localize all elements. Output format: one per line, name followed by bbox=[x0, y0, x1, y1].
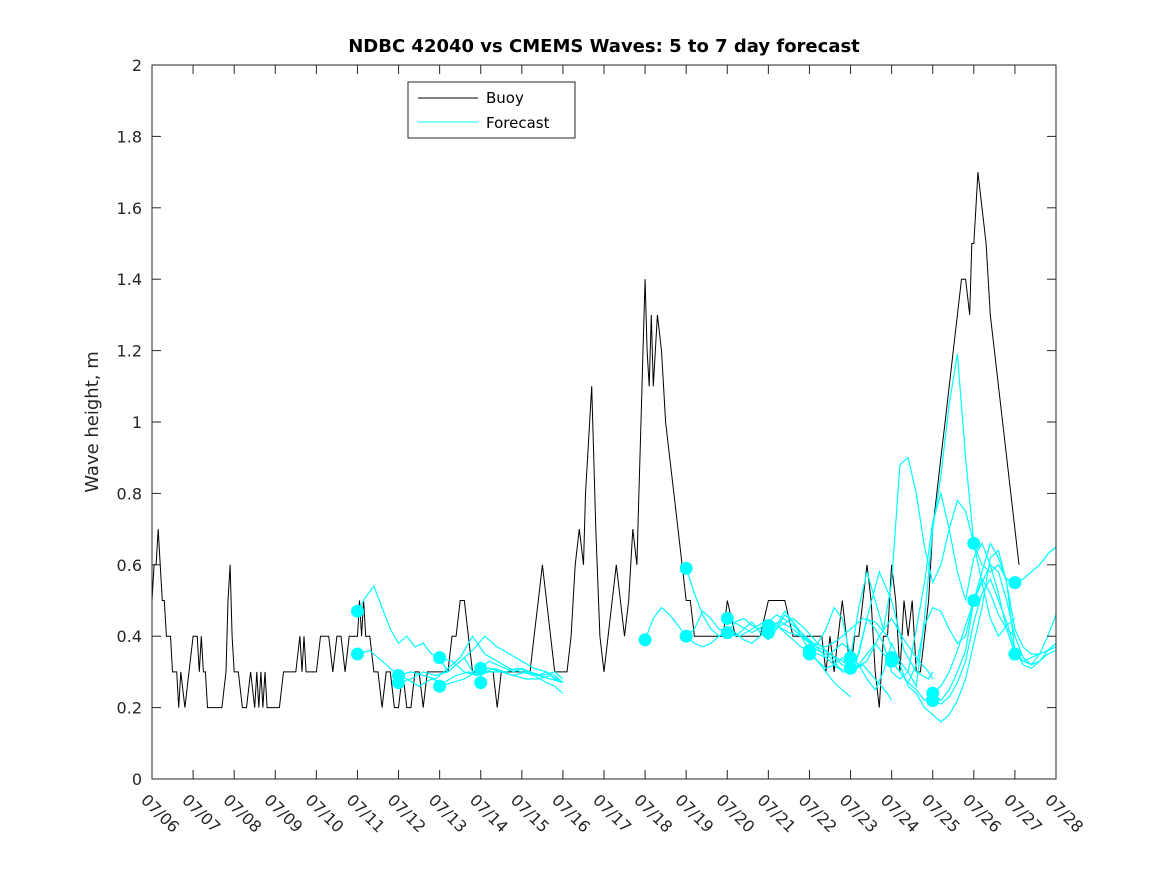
forecast-start-point-16 bbox=[803, 647, 816, 661]
forecast-start-point-20 bbox=[885, 654, 899, 668]
forecast-start-point-10 bbox=[679, 629, 693, 643]
chart-title: NDBC 42040 vs CMEMS Waves: 5 to 7 day fo… bbox=[348, 36, 860, 57]
forecast-start-point-23 bbox=[967, 536, 981, 550]
forecast-series-line-10 bbox=[727, 617, 893, 648]
forecast-start-point-1 bbox=[351, 647, 364, 661]
y-tick-label: 1.8 bbox=[117, 127, 142, 146]
y-tick-label: 0.6 bbox=[117, 556, 142, 575]
forecast-start-point-6 bbox=[474, 661, 488, 675]
forecast-start-point-17 bbox=[844, 651, 857, 665]
forecast-series-line-19 bbox=[932, 577, 1057, 705]
y-tick-label: 0 bbox=[132, 770, 142, 789]
forecast-start-point-7 bbox=[474, 676, 488, 690]
forecast-start-point-22 bbox=[926, 694, 940, 707]
legend-label-forecast: Forecast bbox=[486, 114, 550, 132]
forecast-start-point-24 bbox=[967, 594, 981, 607]
forecast-series-line-1 bbox=[357, 649, 564, 687]
forecast-start-point-14 bbox=[761, 626, 775, 640]
y-tick-label: 1.6 bbox=[117, 199, 142, 218]
legend-label-buoy: Buoy bbox=[486, 89, 524, 107]
forecast-start-point-18 bbox=[844, 661, 857, 675]
y-tick-label: 2 bbox=[132, 56, 142, 75]
legend: Buoy Forecast bbox=[407, 81, 576, 139]
forecast-start-point-3 bbox=[392, 676, 405, 690]
y-tick-label: 1.2 bbox=[117, 342, 142, 361]
y-tick-label: 1 bbox=[132, 413, 142, 432]
forecast-series-line-14 bbox=[809, 491, 1016, 680]
forecast-series-line-15 bbox=[850, 354, 1057, 691]
forecast-series-line-3 bbox=[398, 635, 564, 684]
forecast-start-point-11 bbox=[720, 611, 734, 625]
forecast-start-point-26 bbox=[1008, 647, 1022, 661]
y-tick-label: 0.4 bbox=[117, 627, 142, 646]
forecast-start-point-8 bbox=[638, 633, 652, 647]
y-tick-label: 1.4 bbox=[117, 270, 142, 289]
forecast-start-point-4 bbox=[433, 651, 447, 665]
forecast-series-line-20 bbox=[932, 563, 1057, 694]
y-axis-label: Wave height, m bbox=[82, 351, 103, 492]
forecast-series-line-2 bbox=[398, 635, 564, 694]
y-tick-label: 0.2 bbox=[117, 699, 142, 718]
y-tick-label: 0.8 bbox=[117, 484, 142, 503]
forecast-start-point-25 bbox=[1008, 576, 1022, 590]
forecast-start-point-9 bbox=[679, 561, 693, 575]
forecast-start-point-12 bbox=[720, 626, 734, 640]
forecast-series-line-5 bbox=[439, 667, 564, 687]
forecast-series-line-17 bbox=[891, 549, 1057, 723]
forecast-start-point-5 bbox=[433, 679, 447, 693]
legend-box bbox=[407, 81, 576, 139]
buoy-series-line bbox=[151, 172, 1020, 709]
plot-area bbox=[151, 172, 1057, 723]
forecast-start-point-0 bbox=[351, 604, 364, 618]
